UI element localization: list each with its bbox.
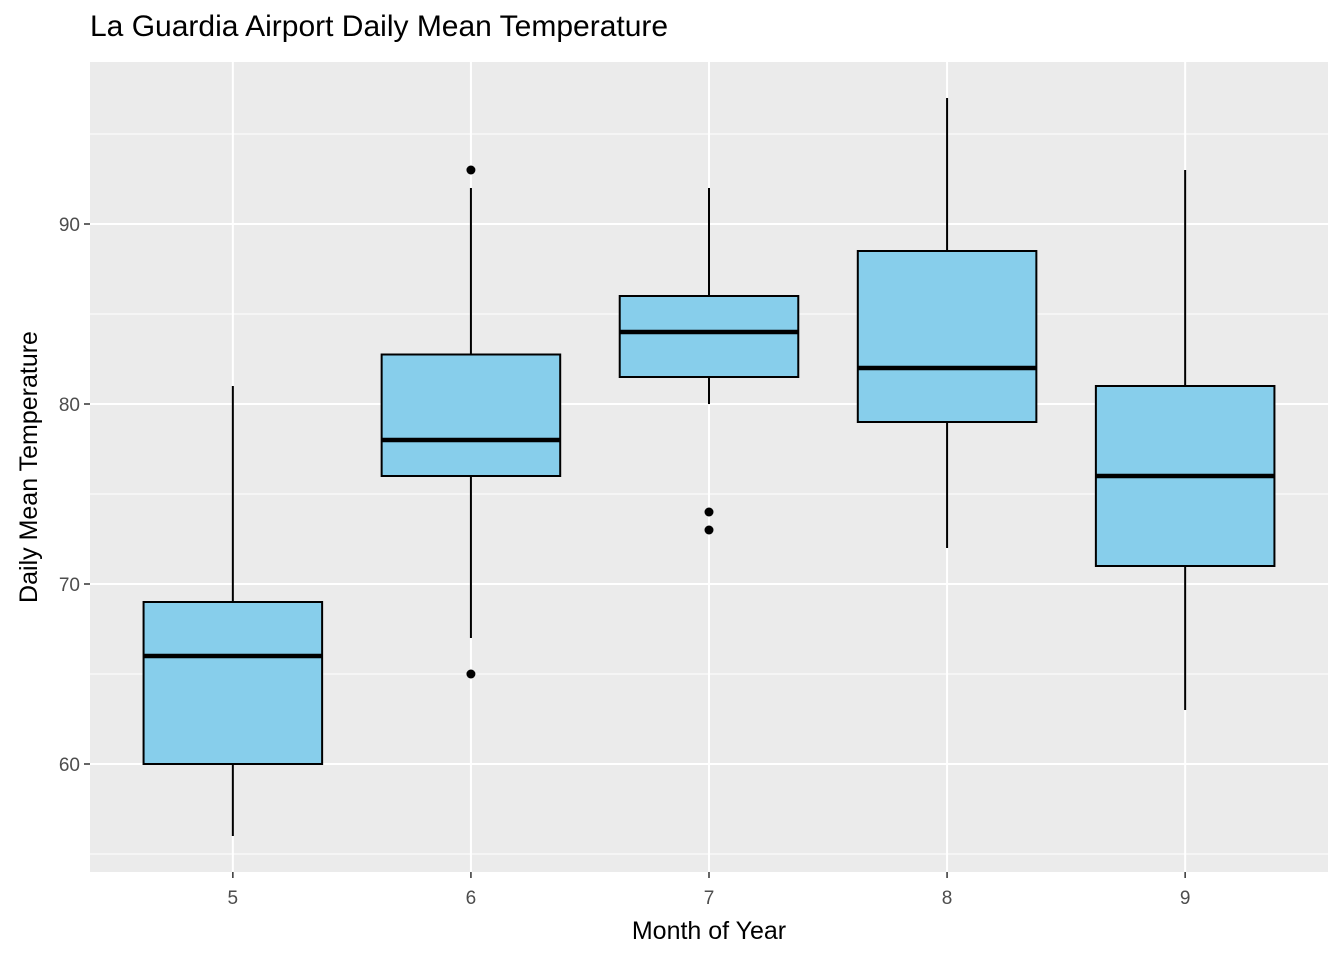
box-month-5 (142, 386, 324, 836)
box-month-8 (856, 98, 1038, 548)
iqr-box (380, 353, 562, 477)
x-tick-label: 7 (704, 888, 715, 909)
box-series (142, 98, 1276, 836)
x-tick-label: 5 (228, 888, 239, 909)
outlier-point (704, 507, 714, 517)
y-axis-title: Daily Mean Temperature (15, 331, 43, 603)
iqr-box (142, 601, 324, 765)
y-tick-label: 80 (59, 395, 80, 416)
outlier-point (704, 525, 714, 535)
chart-title: La Guardia Airport Daily Mean Temperatur… (90, 10, 669, 43)
x-tick-label: 6 (466, 888, 477, 909)
y-axis: 60 70 80 90 (59, 215, 90, 776)
outlier-point (466, 165, 476, 175)
y-tick-label: 90 (59, 215, 80, 236)
box-month-7 (618, 188, 800, 535)
iqr-box (856, 250, 1038, 423)
x-axis-title: Month of Year (632, 917, 786, 945)
y-tick-label: 60 (59, 755, 80, 776)
iqr-box (618, 295, 800, 378)
x-tick-label: 9 (1180, 888, 1191, 909)
y-tick-label: 70 (59, 575, 80, 596)
outlier-point (466, 669, 476, 679)
x-tick-label: 8 (942, 888, 953, 909)
box-month-6 (380, 165, 562, 679)
x-axis: 5 6 7 8 9 (228, 872, 1191, 909)
box-month-9 (1094, 170, 1276, 710)
